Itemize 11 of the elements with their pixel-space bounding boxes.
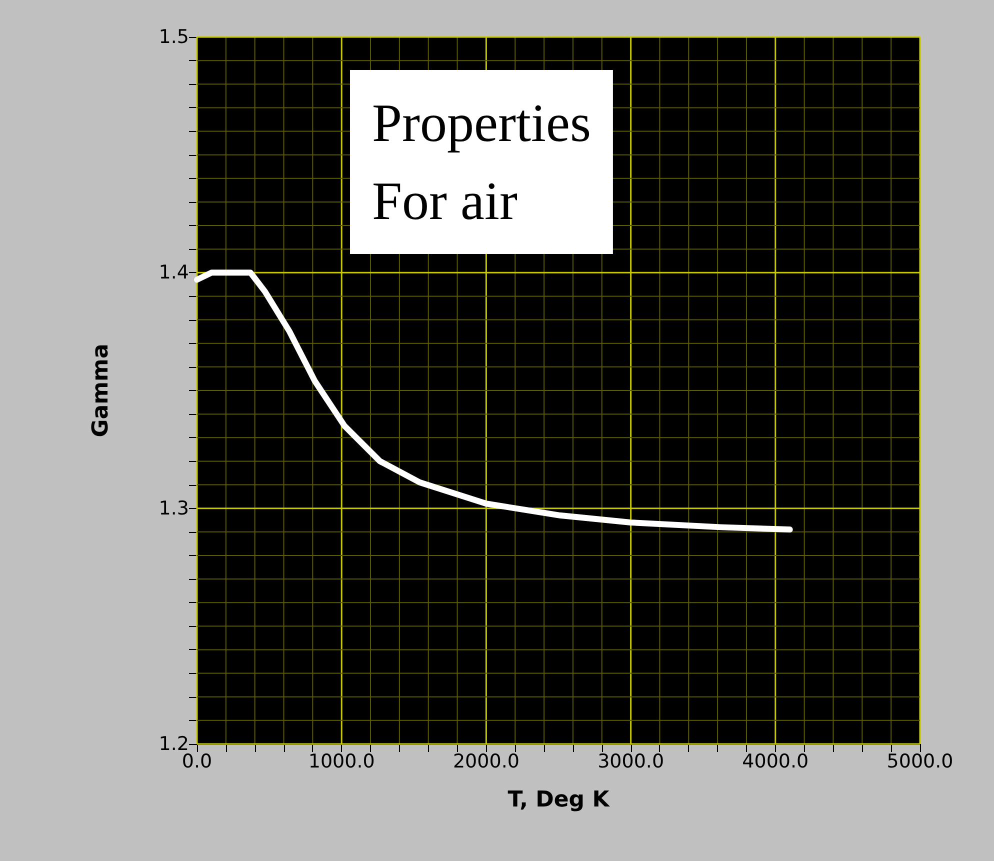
x-tick-label: 5000.0 — [886, 750, 954, 772]
x-tick-label: 1000.0 — [308, 750, 375, 772]
annotation: Properties For air — [372, 93, 591, 231]
x-axis-title: T, Deg K — [508, 788, 610, 812]
x-tick-label: 4000.0 — [742, 750, 809, 772]
y-tick-label: 1.3 — [158, 497, 189, 520]
y-tick-label: 1.4 — [158, 262, 189, 284]
y-tick-label: 1.5 — [158, 26, 189, 48]
y-axis-title: Gamma — [88, 344, 114, 438]
x-tick-label: 2000.0 — [452, 750, 520, 772]
x-tick-label: 3000.0 — [598, 750, 664, 772]
